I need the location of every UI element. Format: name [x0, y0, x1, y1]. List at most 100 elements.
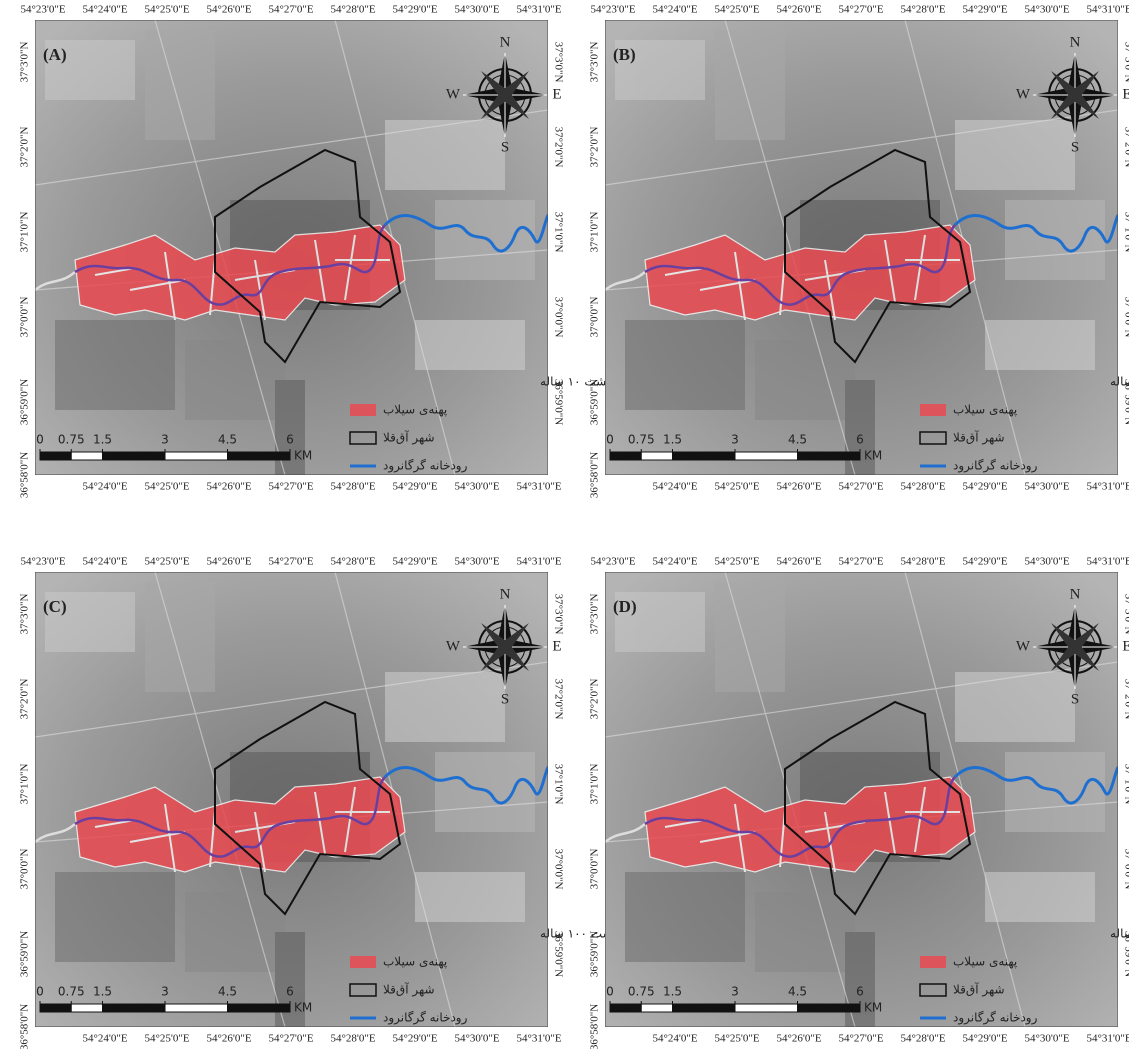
bottom-coord: 54°29'0"E — [392, 1033, 437, 1045]
left-coord: 36°58'0"N — [589, 1004, 601, 1049]
compass-letter: S — [501, 691, 509, 707]
left-coord: 36°59'0"N — [589, 931, 601, 977]
scale-segment — [673, 1004, 736, 1012]
compass-letter: E — [552, 638, 561, 654]
bottom-coord: 54°29'0"E — [962, 481, 1007, 493]
top-coord: 54°31'0"E — [1086, 556, 1129, 568]
compass-letter: N — [500, 34, 511, 50]
scale-label: 1.5 — [93, 433, 112, 447]
compass-letter: W — [446, 86, 461, 102]
legend-title: پهنه‌ی سیلاب با دوره بازگشت ۵۰ ساله — [1110, 375, 1129, 390]
right-coord: 37°3'0"N — [552, 42, 564, 83]
top-coord: 54°31'0"E — [516, 556, 561, 568]
legend-flood-swatch — [350, 956, 376, 968]
left-coord: 37°3'0"N — [19, 594, 31, 635]
top-coord: 54°24'0"E — [82, 556, 127, 568]
top-coord: 54°30'0"E — [454, 556, 499, 568]
legend-flood: پهنه‌ی سیلاب — [383, 403, 447, 417]
top-coord: 54°29'0"E — [962, 556, 1007, 568]
left-coord: 37°0'0"N — [19, 297, 31, 338]
compass-letter: W — [446, 638, 461, 654]
scale-label: 3 — [731, 985, 739, 999]
top-coord: 54°28'0"E — [330, 4, 375, 16]
bottom-coord: 54°27'0"E — [838, 481, 883, 493]
compass-letter: E — [1122, 86, 1129, 102]
legend-flood-swatch — [920, 404, 946, 416]
top-coord: 54°26'0"E — [776, 556, 821, 568]
map-image — [605, 572, 1118, 1027]
top-coord: 54°28'0"E — [330, 556, 375, 568]
left-coord: 37°1'0"N — [589, 212, 601, 253]
bottom-coord: 54°28'0"E — [330, 481, 375, 493]
right-coord: 37°1'0"N — [552, 212, 564, 253]
bottom-coord: 54°26'0"E — [206, 481, 251, 493]
left-coord: 36°58'0"N — [589, 452, 601, 498]
scale-segment — [165, 452, 228, 460]
scale-label: 6 — [856, 433, 864, 447]
legend-flood: پهنه‌ی سیلاب — [953, 403, 1017, 417]
scale-segment — [103, 1004, 166, 1012]
scale-segment — [610, 1004, 641, 1012]
right-coord: 37°0'0"N — [1122, 849, 1129, 890]
right-coord: 37°3'0"N — [1122, 594, 1129, 635]
legend-flood-swatch — [920, 956, 946, 968]
legend-flood-swatch — [350, 404, 376, 416]
scale-label: 0 — [606, 433, 614, 447]
scale-unit: KM — [294, 1001, 312, 1015]
bottom-coord: 54°24'0"E — [82, 481, 127, 493]
scale-segment — [735, 452, 798, 460]
scale-segment — [735, 1004, 798, 1012]
right-coord: 37°0'0"N — [552, 849, 564, 890]
compass-letter: E — [552, 86, 561, 102]
scale-segment — [641, 1004, 672, 1012]
scale-segment — [165, 1004, 228, 1012]
scale-label: 0.75 — [58, 985, 85, 999]
scale-label: 0.75 — [628, 985, 655, 999]
scale-segment — [798, 452, 861, 460]
compass-letter: N — [1070, 34, 1081, 50]
scale-label: 0 — [36, 433, 44, 447]
top-coord: 54°29'0"E — [392, 4, 437, 16]
left-coord: 36°58'0"N — [19, 1004, 31, 1049]
bottom-coord: 54°25'0"E — [714, 481, 759, 493]
scale-segment — [641, 452, 672, 460]
bottom-coord: 54°30'0"E — [454, 481, 499, 493]
right-coord: 37°3'0"N — [552, 594, 564, 635]
scale-segment — [228, 452, 291, 460]
right-coord: 37°2'0"N — [552, 679, 564, 720]
top-coord: 54°24'0"E — [652, 4, 697, 16]
top-coord: 54°27'0"E — [268, 4, 313, 16]
scale-label: 4.5 — [218, 433, 237, 447]
left-coord: 36°59'0"N — [19, 379, 31, 425]
top-coord: 54°30'0"E — [1024, 556, 1069, 568]
map-image — [605, 20, 1118, 475]
scale-segment — [40, 452, 71, 460]
legend-city: شهر آق‌قلا — [953, 430, 1005, 446]
left-coord: 37°0'0"N — [19, 849, 31, 890]
right-coord: 37°1'0"N — [552, 764, 564, 805]
map-image — [35, 572, 548, 1027]
right-coord: 37°2'0"N — [1122, 679, 1129, 720]
scale-label: 3 — [161, 985, 169, 999]
top-coord: 54°25'0"E — [714, 4, 759, 16]
compass-letter: S — [1071, 139, 1079, 155]
left-coord: 37°3'0"N — [19, 42, 31, 83]
right-coord: 37°0'0"N — [552, 297, 564, 338]
left-coord: 37°1'0"N — [19, 212, 31, 253]
bottom-coord: 54°26'0"E — [206, 1033, 251, 1045]
left-coord: 36°59'0"N — [19, 931, 31, 977]
bottom-coord: 54°30'0"E — [1024, 1033, 1069, 1045]
bottom-coord: 54°24'0"E — [82, 1033, 127, 1045]
compass-letter: W — [1016, 86, 1031, 102]
left-coord: 37°1'0"N — [589, 764, 601, 805]
bottom-coord: 54°30'0"E — [1024, 481, 1069, 493]
figure: (A)54°23'0"E54°24'0"E54°25'0"E54°26'0"E5… — [0, 0, 1129, 1049]
bottom-coord: 54°24'0"E — [652, 1033, 697, 1045]
top-coord: 54°23'0"E — [590, 556, 635, 568]
legend-city: شهر آق‌قلا — [953, 982, 1005, 998]
legend-flood: پهنه‌ی سیلاب — [383, 955, 447, 969]
scale-label: 3 — [161, 433, 169, 447]
top-coord: 54°28'0"E — [900, 4, 945, 16]
left-coord: 37°3'0"N — [589, 594, 601, 635]
panel-label: (D) — [613, 597, 637, 616]
